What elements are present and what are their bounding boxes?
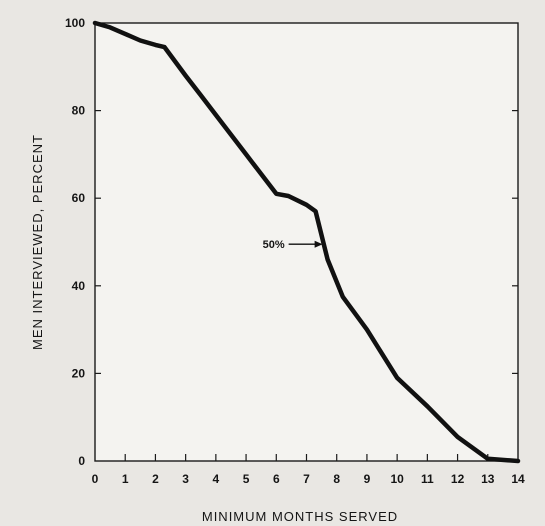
y-tick-label: 0 [78, 454, 85, 468]
x-tick-label: 7 [303, 472, 310, 486]
y-tick-label: 40 [72, 279, 86, 293]
x-tick-label: 2 [152, 472, 159, 486]
x-tick-label: 0 [92, 472, 99, 486]
y-axis-title: MEN INTERVIEWED, PERCENT [30, 134, 45, 350]
x-tick-label: 8 [333, 472, 340, 486]
annotation-arrowhead [314, 240, 323, 248]
x-tick-label: 1 [122, 472, 129, 486]
y-tick-label: 20 [72, 366, 86, 380]
x-tick-label: 14 [511, 472, 525, 486]
annotation-label: 50% [263, 239, 285, 251]
x-tick-label: 13 [481, 472, 495, 486]
series-line [92, 20, 521, 464]
y-tick-label: 100 [65, 16, 85, 30]
x-tick-label: 6 [273, 472, 280, 486]
x-tick-label: 3 [182, 472, 189, 486]
y-tick-label: 80 [72, 104, 86, 118]
x-tick-label: 9 [364, 472, 371, 486]
x-tick-label: 11 [421, 472, 434, 486]
x-tick-label: 12 [451, 472, 465, 486]
x-tick-label: 5 [243, 472, 250, 486]
x-tick-label: 10 [390, 472, 404, 486]
x-tick-label: 4 [213, 472, 220, 486]
y-axis-ticks: 0 20 40 60 80 100 [65, 16, 518, 468]
plot-frame [94, 22, 519, 462]
x-axis-title: MINIMUM MONTHS SERVED [202, 509, 398, 524]
x-axis-ticks: 0 1 2 3 4 5 6 7 8 9 10 11 12 13 14 [92, 454, 525, 486]
annotation-50-percent: 50% [263, 239, 323, 251]
y-tick-label: 60 [72, 191, 86, 205]
